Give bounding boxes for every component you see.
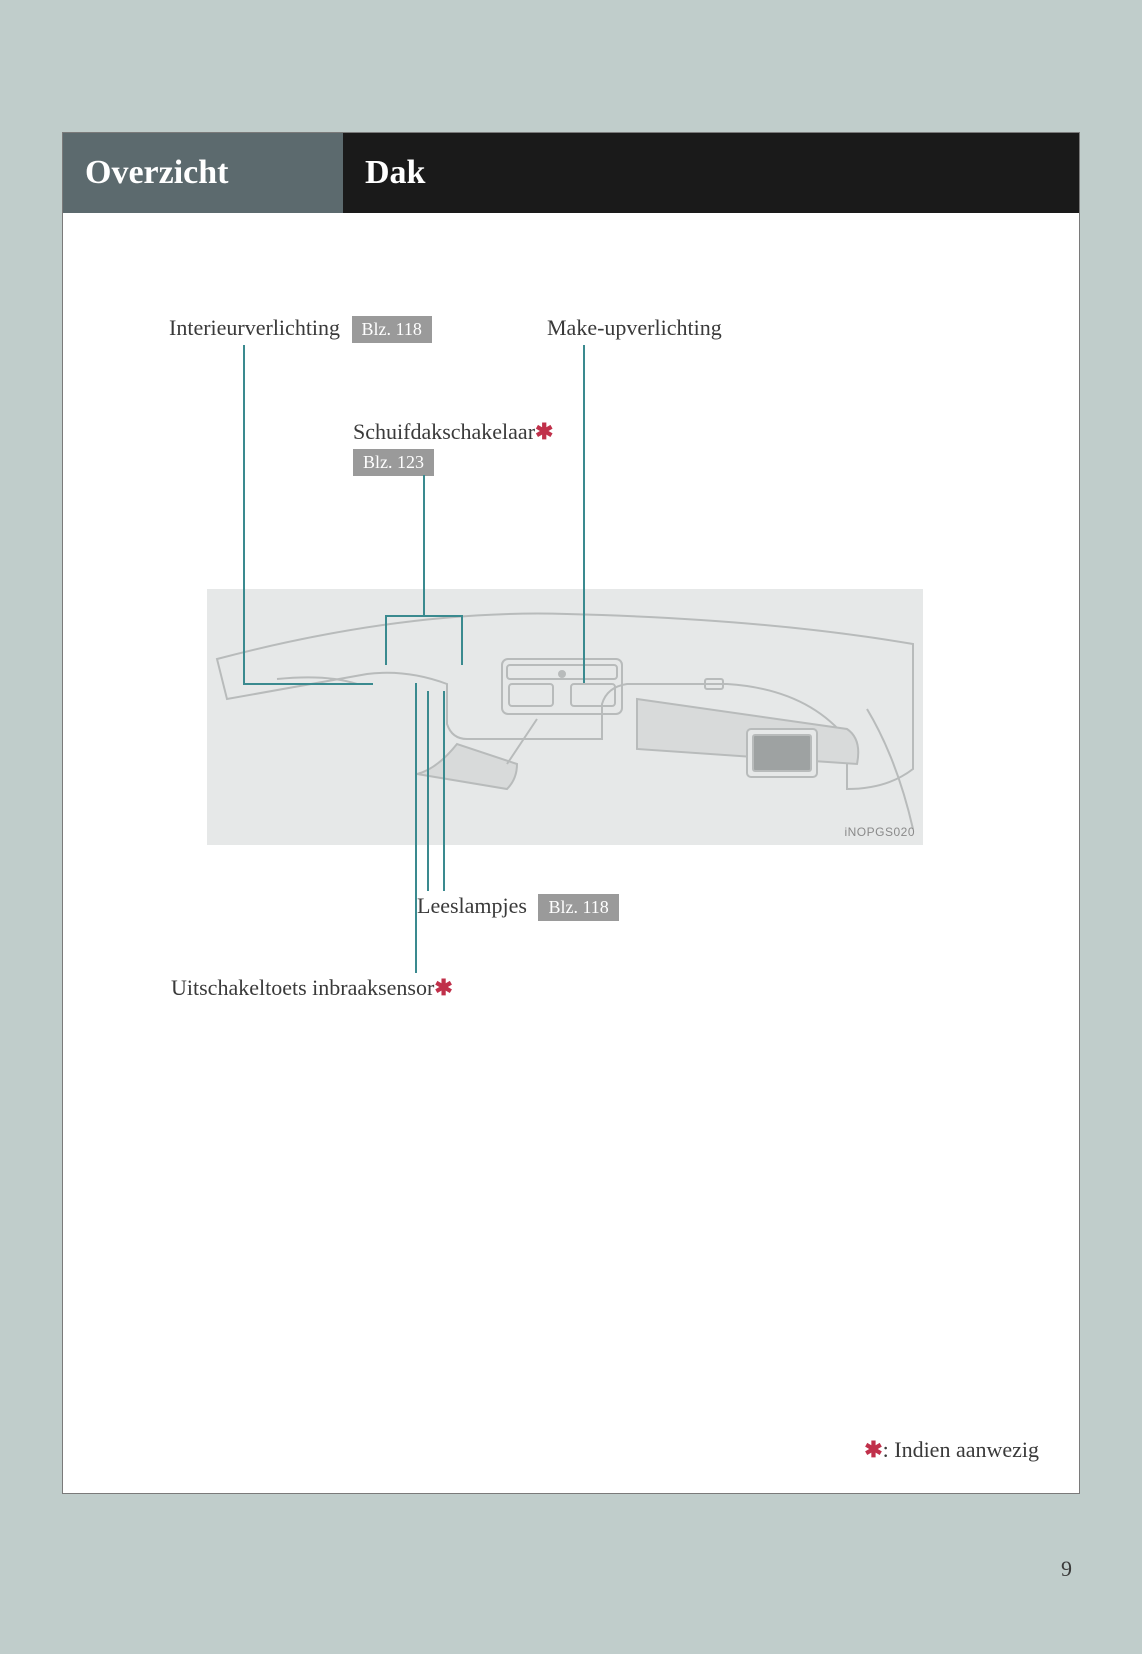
page-ref-badge: Blz. 118 bbox=[352, 316, 432, 343]
callout-interior-light: Interieurverlichting Blz. 118 bbox=[169, 315, 432, 343]
page-ref-badge: Blz. 118 bbox=[538, 894, 618, 921]
callout-alarm-sensor: Uitschakeltoets inbraaksensor✱ bbox=[171, 975, 453, 1001]
callout-label: Leeslampjes bbox=[417, 893, 527, 918]
callout-label: Schuifdakschakelaar bbox=[353, 419, 535, 444]
leader-line bbox=[427, 691, 429, 891]
leader-line bbox=[443, 691, 445, 891]
callout-sunroof-switch: Schuifdakschakelaar✱ Blz. 123 bbox=[353, 419, 553, 476]
leader-line bbox=[385, 615, 387, 665]
footnote-text: : Indien aanwezig bbox=[883, 1437, 1039, 1462]
page-number: 9 bbox=[1061, 1556, 1072, 1582]
header-section-title: Overzicht bbox=[63, 133, 343, 213]
footnote: ✱: Indien aanwezig bbox=[864, 1437, 1039, 1463]
diagram-area: Interieurverlichting Blz. 118 Make-upver… bbox=[63, 213, 1079, 1493]
optional-star-icon: ✱ bbox=[864, 1437, 882, 1462]
roof-illustration-svg bbox=[207, 589, 923, 845]
leader-line bbox=[243, 683, 373, 685]
callout-label: Make-upverlichting bbox=[547, 315, 722, 340]
callout-label: Uitschakeltoets inbraaksensor bbox=[171, 975, 434, 1000]
callout-reading-lights: Leeslampjes Blz. 118 bbox=[417, 893, 619, 921]
leader-line bbox=[423, 475, 425, 615]
callout-makeup-light: Make-upverlichting bbox=[547, 315, 722, 341]
leader-line bbox=[583, 345, 585, 683]
header-page-title: Dak bbox=[343, 133, 1079, 213]
callout-label: Interieurverlichting bbox=[169, 315, 340, 340]
optional-star-icon: ✱ bbox=[434, 975, 452, 1000]
optional-star-icon: ✱ bbox=[535, 419, 553, 444]
leader-line bbox=[415, 683, 417, 973]
illustration-code: iNOPGS020 bbox=[844, 825, 915, 839]
leader-line bbox=[385, 615, 463, 617]
header-row: Overzicht Dak bbox=[63, 133, 1079, 213]
leader-line bbox=[243, 345, 245, 683]
roof-illustration: iNOPGS020 bbox=[207, 589, 923, 845]
page-ref-badge: Blz. 123 bbox=[353, 449, 434, 476]
leader-line bbox=[461, 615, 463, 665]
page-frame: Overzicht Dak Interieurverlichting Blz. … bbox=[62, 132, 1080, 1494]
